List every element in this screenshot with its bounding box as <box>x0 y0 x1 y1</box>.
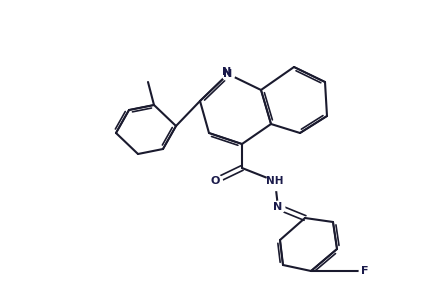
Text: NH: NH <box>266 176 284 186</box>
Text: N: N <box>223 69 232 79</box>
Text: N: N <box>222 67 232 77</box>
Text: O: O <box>210 176 220 186</box>
Text: N: N <box>273 202 283 212</box>
Text: F: F <box>361 266 369 276</box>
